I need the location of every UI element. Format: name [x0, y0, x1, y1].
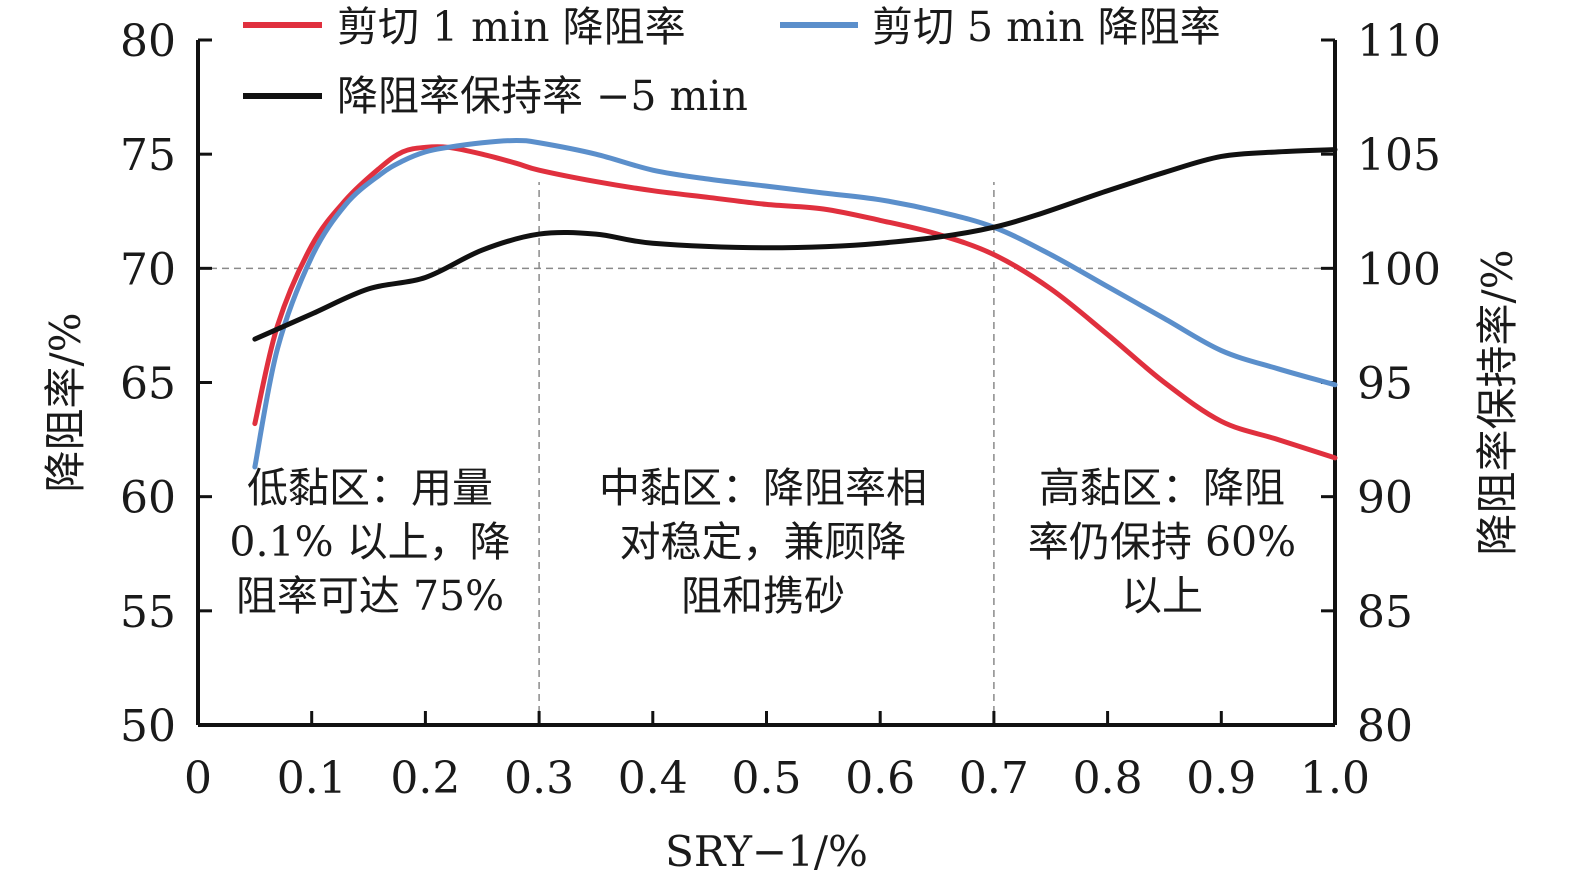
x-tick-label: 0.3 [504, 753, 574, 804]
y-right-tick-label: 95 [1357, 359, 1413, 410]
annotation-line: 0.1% 以上，降 [229, 518, 510, 566]
y-left-tick-label: 60 [120, 473, 176, 524]
annotation-line: 低黏区：用量 [247, 464, 493, 512]
annotation-line: 对稳定，兼顾降 [620, 518, 907, 566]
x-tick-label: 0.9 [1186, 753, 1256, 804]
x-tick-label: 0 [184, 753, 212, 804]
y-left-tick-label: 65 [120, 359, 176, 410]
legend-label: 剪切 1 min 降阻率 [337, 3, 686, 51]
y-axis-right-title: 降阻率保持率/% [1473, 249, 1522, 555]
y-left-tick-label: 50 [120, 701, 176, 752]
annotation-line: 阻和携砂 [681, 572, 845, 620]
series-lines [252, 137, 1338, 470]
y-left-tick-label: 55 [120, 587, 176, 638]
legend-label: 降阻率保持率 −5 min [337, 72, 748, 120]
y-right-tick-label: 100 [1357, 244, 1441, 295]
series-line-retention [252, 147, 1338, 342]
y-right-tick-label: 110 [1357, 16, 1441, 67]
x-tick-label: 0.2 [390, 753, 460, 804]
x-tick-label: 0.1 [277, 753, 347, 804]
x-tick-label: 0.4 [618, 753, 688, 804]
chart-text: 0 0.1 0.2 0.3 0.4 0.5 0.6 0.7 0.8 0.9 1.0 50 55 60 65 7… [41, 16, 1522, 876]
annotation-line: 中黏区：降阻率相 [599, 464, 927, 512]
series-line-shear-5min [252, 137, 1338, 470]
x-tick-label: 0.6 [845, 753, 915, 804]
annotation-line: 以上 [1121, 572, 1203, 620]
legend-label: 剪切 5 min 降阻率 [872, 3, 1221, 51]
annotation-line: 高黏区：降阻 [1039, 464, 1285, 512]
y-right-tick-label: 105 [1357, 130, 1441, 181]
x-axis-title: SRY−1/% [665, 827, 868, 876]
series-line-shear-1min [252, 144, 1338, 461]
x-tick-label: 1.0 [1300, 753, 1370, 804]
axes [196, 38, 1337, 727]
y-axis-left-title: 降阻率/% [41, 312, 90, 492]
x-tick-label: 0.5 [732, 753, 802, 804]
y-left-tick-label: 80 [120, 16, 176, 67]
guide-lines [198, 182, 1335, 725]
annotation-line: 阻率可达 75% [236, 572, 504, 620]
y-left-tick-label: 75 [120, 130, 176, 181]
y-right-tick-label: 85 [1357, 587, 1413, 638]
y-right-tick-label: 90 [1357, 473, 1413, 524]
annotation-line: 率仍保持 60% [1028, 518, 1296, 566]
y-right-tick-label: 80 [1357, 701, 1413, 752]
x-tick-label: 0.8 [1073, 753, 1143, 804]
x-tick-label: 0.7 [959, 753, 1029, 804]
y-left-tick-label: 70 [120, 244, 176, 295]
